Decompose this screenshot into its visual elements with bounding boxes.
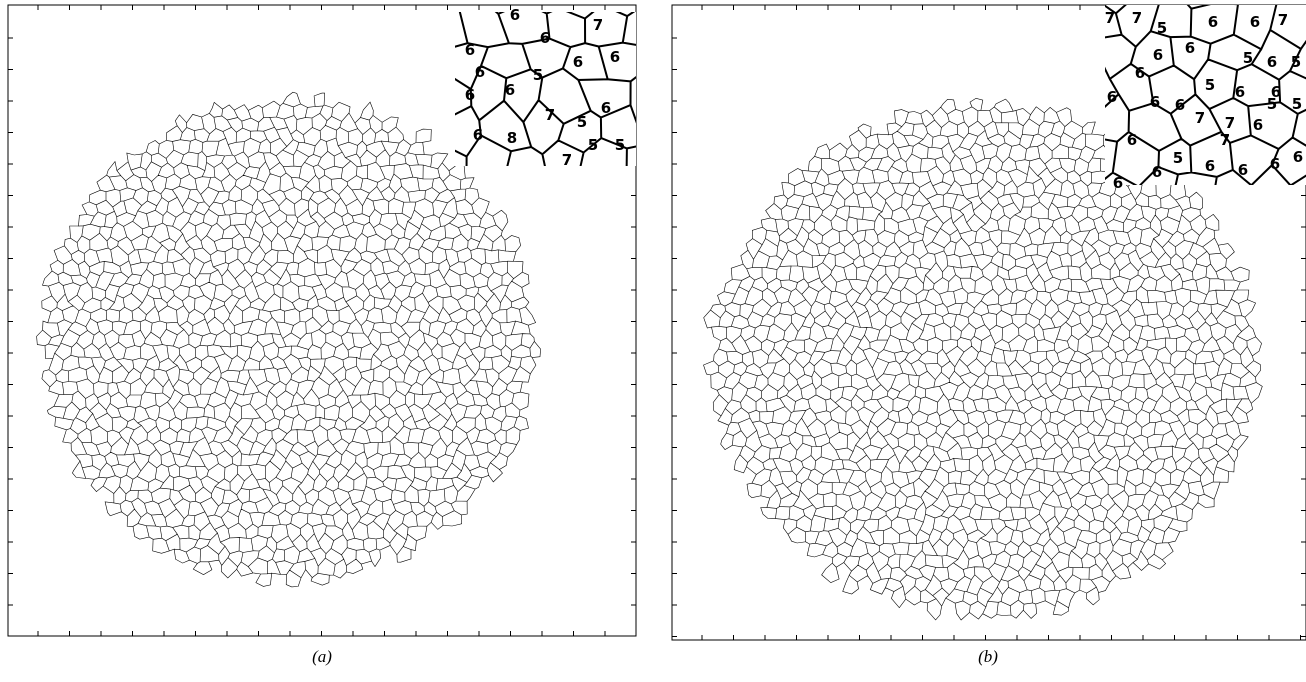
inset-cells [455,12,636,166]
cell-label: 7 [1220,131,1230,149]
cell-label: 6 [510,6,520,24]
cell-label: 6 [1152,163,1162,181]
cell-label: 6 [1113,174,1123,192]
cell-label: 6 [610,48,620,66]
caption: (b) [978,647,998,666]
cell-label: 6 [475,63,485,81]
cell-label: 7 [545,106,555,124]
cell-label: 6 [505,81,515,99]
cell-label: 6 [1107,88,1117,106]
cell-label: 6 [1270,155,1280,173]
cell-label: 6 [540,29,550,47]
cell-label: 6 [601,99,611,117]
inset-bg [1105,5,1306,185]
cell-label: 6 [1250,13,1260,31]
cell-label: 6 [1127,131,1137,149]
cell-label: 6 [1205,157,1215,175]
cell-label: 5 [1173,149,1183,167]
cell-label: 5 [533,66,543,84]
cell-label: 5 [615,136,625,154]
cell-label: 6 [1253,116,1263,134]
cell-label: 6 [1185,39,1195,57]
cell-label: 6 [1293,148,1303,166]
cell-label: 5 [1267,95,1277,113]
cell-label: 6 [1208,13,1218,31]
cell-label: 5 [1205,76,1215,94]
cell-label: 6 [465,41,475,59]
cell-label: 6 [1135,64,1145,82]
cell-label: 6 [573,53,583,71]
cell-label: 6 [1235,83,1245,101]
cell-tessellation [703,97,1263,621]
cell-label: 6 [1153,46,1163,64]
cell-label: 7 [1132,9,1142,27]
cell-label: 7 [1195,109,1205,127]
cell-label: 6 [1271,83,1281,101]
cell-label: 6 [1150,93,1160,111]
cell-label: 5 [1157,19,1167,37]
cell-label: 5 [577,113,587,131]
cell-label: 6 [1238,161,1248,179]
cell-label: 7 [1225,114,1235,132]
cell-label: 7 [562,151,572,169]
cell-label: 6 [1175,96,1185,114]
cell-label: 5 [1243,49,1253,67]
cell-label: 7 [593,16,603,34]
cell-label: 5 [1292,95,1302,113]
cell-tessellation [36,91,541,588]
cell-label: 6 [465,86,475,104]
cell-label: 7 [1105,9,1115,27]
caption: (a) [312,647,332,666]
cell-label: 5 [588,136,598,154]
cell-label: 7 [1278,11,1288,29]
cell-label: 8 [507,129,517,147]
cell-label: 6 [1267,53,1277,71]
cell-label: 5 [1291,53,1301,71]
cell-label: 6 [473,126,483,144]
